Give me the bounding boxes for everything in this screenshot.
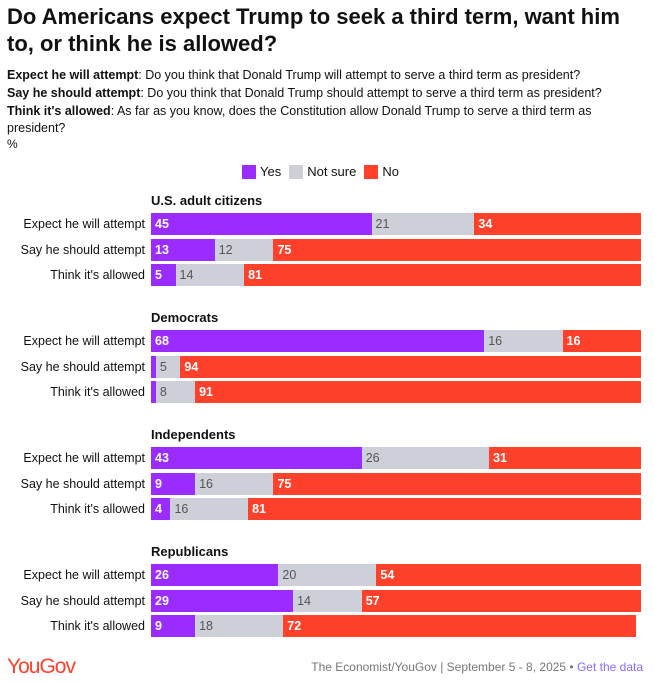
stacked-bar: 29 14 57 [151, 589, 641, 612]
bar-segment-ns: 20 [278, 564, 377, 586]
legend-item: Yes [242, 164, 281, 179]
stacked-bar: 4 16 81 [151, 498, 641, 520]
bar-segment-no: 91 [195, 381, 641, 403]
bar-segment-ns: 12 [214, 238, 274, 261]
bar-segment-no: 75 [273, 472, 641, 495]
row-label: Say he should attempt [20, 593, 145, 608]
yougov-logo: YouGov [7, 655, 76, 678]
bar-segment-ns: 26 [361, 447, 490, 469]
bar-segment-ns: 16 [170, 498, 249, 520]
stacked-bar: 5 14 81 [151, 264, 641, 286]
legend-swatch [289, 164, 304, 179]
chart-title: Do Americans expect Trump to seek a thir… [7, 4, 620, 56]
row-label: Say he should attempt [20, 359, 145, 374]
group-title: Republicans [151, 544, 229, 559]
stacked-bar: 8 91 [151, 381, 641, 403]
group-title: Democrats [151, 310, 219, 325]
row-label: Expect he will attempt [23, 334, 145, 348]
question-3: Think it's allowed: As far as you know, … [7, 104, 592, 135]
bar-segment-yes: 5 [151, 264, 176, 286]
bar-segment-ns: 18 [195, 615, 284, 637]
row-label: Say he should attempt [20, 242, 145, 257]
row-label: Think it's allowed [50, 268, 145, 282]
row-label: Say he should attempt [20, 476, 145, 491]
unit-label: % [7, 137, 18, 151]
legend-swatch [242, 164, 256, 179]
question-2: Say he should attempt: Do you think that… [7, 86, 602, 100]
bar-segment-no: 94 [180, 355, 641, 378]
bar-segment-ns: 14 [175, 264, 245, 286]
legend-label: No [382, 164, 399, 179]
legend-item: No [364, 164, 399, 179]
bar-segment-ns: 14 [293, 589, 362, 612]
bar-segment-ns: 5 [155, 355, 181, 378]
bar-segment-no: 34 [474, 213, 641, 235]
bar-segment-no: 72 [283, 615, 637, 637]
row-label: Think it's allowed [50, 502, 145, 516]
stacked-bar: 43 26 31 [151, 447, 641, 469]
group-title: Independents [151, 427, 236, 442]
stacked-bar: 45 21 34 [151, 213, 641, 235]
row-label: Expect he will attempt [23, 217, 145, 231]
legend-swatch [364, 164, 379, 179]
stacked-bar: 9 18 72 [151, 615, 641, 637]
bar-segment-yes [151, 381, 156, 403]
row-label: Expect he will attempt [23, 451, 145, 465]
bar-segment-yes: 29 [151, 589, 294, 612]
bar-segment-yes: 4 [151, 498, 171, 520]
bar-segment-yes: 9 [151, 615, 196, 637]
question-1: Expect he will attempt: Do you think tha… [7, 68, 581, 82]
legend: Yes Not sure No [242, 164, 399, 179]
legend-label: Yes [260, 164, 282, 179]
get-data-link[interactable]: Get the data [576, 660, 643, 674]
bar-segment-yes: 13 [151, 238, 215, 261]
bar-segment-no: 54 [376, 564, 641, 586]
stacked-bar: 13 12 75 [151, 238, 641, 261]
footer-source: The Economist/YouGov | September 5 - 8, … [311, 660, 643, 674]
bar-segment-yes: 26 [151, 564, 279, 586]
stacked-bar: 9 16 75 [151, 472, 641, 495]
bar-segment-ns: 8 [155, 381, 196, 403]
bar-segment-yes: 9 [151, 472, 196, 495]
bar-segment-yes: 68 [151, 330, 485, 352]
bar-segment-no: 75 [273, 238, 641, 261]
bar-segment-yes: 45 [151, 213, 372, 235]
bar-segment-no: 81 [244, 264, 641, 286]
legend-item: Not sure [289, 164, 356, 179]
stacked-bar: 26 20 54 [151, 564, 641, 586]
row-label: Expect he will attempt [23, 568, 145, 582]
bar-segment-ns: 21 [371, 213, 475, 235]
bar-segment-no: 16 [562, 330, 641, 352]
bar-segment-yes: 43 [151, 447, 362, 469]
bar-segment-no: 81 [248, 498, 641, 520]
stacked-bar: 5 94 [151, 355, 641, 378]
row-label: Think it's allowed [50, 619, 145, 633]
bar-segment-yes [151, 355, 156, 378]
group-title: U.S. adult citizens [151, 193, 263, 208]
bar-segment-no: 57 [361, 589, 641, 612]
bar-segment-ns: 16 [484, 330, 563, 352]
bar-segment-no: 31 [489, 447, 641, 469]
stacked-bar: 68 16 16 [151, 330, 641, 352]
legend-label: Not sure [307, 164, 357, 179]
row-label: Think it's allowed [50, 385, 145, 399]
bar-segment-ns: 16 [195, 472, 274, 495]
